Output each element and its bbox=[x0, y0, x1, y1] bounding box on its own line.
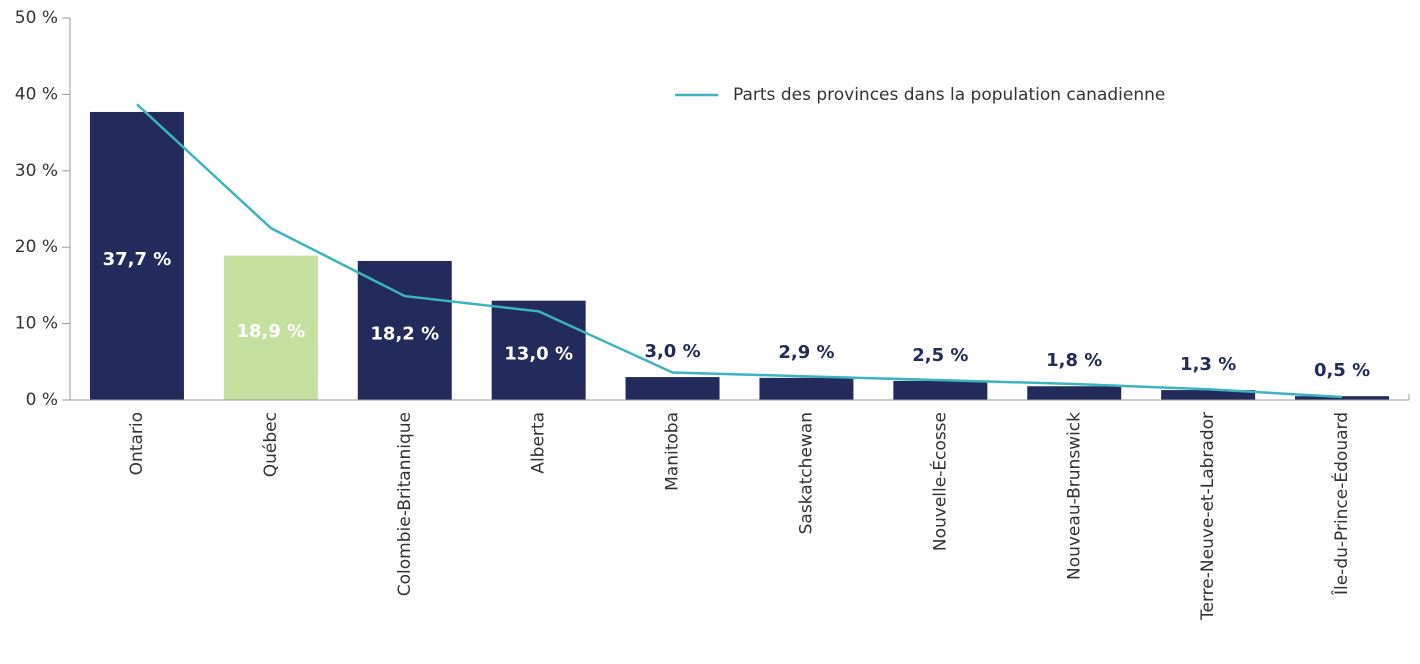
x-tick-label: Saskatchewan bbox=[796, 412, 816, 534]
value-label: 1,8 % bbox=[1046, 350, 1102, 371]
bar bbox=[491, 300, 586, 400]
value-label: 2,5 % bbox=[912, 345, 968, 366]
bar bbox=[1027, 386, 1122, 400]
value-label: 3,0 % bbox=[644, 341, 700, 362]
bar bbox=[893, 380, 988, 400]
x-tick-label: Île-du-Prince-Édouard bbox=[1330, 412, 1352, 596]
bar bbox=[759, 377, 854, 400]
value-label: 13,0 % bbox=[504, 343, 573, 364]
value-label: 1,3 % bbox=[1180, 354, 1236, 375]
x-tick-label: Manitoba bbox=[663, 412, 683, 491]
x-tick-label: Nouveau-Brunswick bbox=[1064, 412, 1084, 580]
value-label: 2,9 % bbox=[778, 342, 834, 363]
x-tick-label: Nouvelle-Écosse bbox=[928, 412, 950, 551]
y-tick-label: 40 % bbox=[15, 84, 58, 104]
bar bbox=[1161, 390, 1256, 400]
y-tick-label: 30 % bbox=[15, 161, 58, 181]
line bbox=[136, 103, 1343, 399]
y-tick-label: 50 % bbox=[15, 8, 58, 28]
bar bbox=[89, 111, 184, 401]
y-tick-label: 0 % bbox=[26, 390, 58, 410]
bar bbox=[357, 260, 452, 400]
bar bbox=[625, 377, 720, 400]
x-tick-label: Ontario bbox=[127, 412, 147, 475]
value-label: 0,5 % bbox=[1314, 360, 1370, 381]
legend-label: Parts des provinces dans la population c… bbox=[733, 85, 1165, 105]
value-label: 37,7 % bbox=[103, 249, 172, 270]
x-tick-label: Terre-Neuve-et-Labrador bbox=[1198, 412, 1218, 621]
x-tick-label: Alberta bbox=[529, 412, 549, 474]
y-tick-label: 20 % bbox=[15, 237, 58, 257]
bar bbox=[1295, 396, 1390, 400]
bar bbox=[223, 255, 318, 400]
value-label: 18,2 % bbox=[370, 323, 439, 344]
y-tick-label: 10 % bbox=[15, 314, 58, 334]
value-label: 18,9 % bbox=[236, 321, 305, 342]
x-tick-label: Québec bbox=[261, 412, 281, 477]
x-tick-label: Colombie-Britannique bbox=[395, 412, 415, 596]
